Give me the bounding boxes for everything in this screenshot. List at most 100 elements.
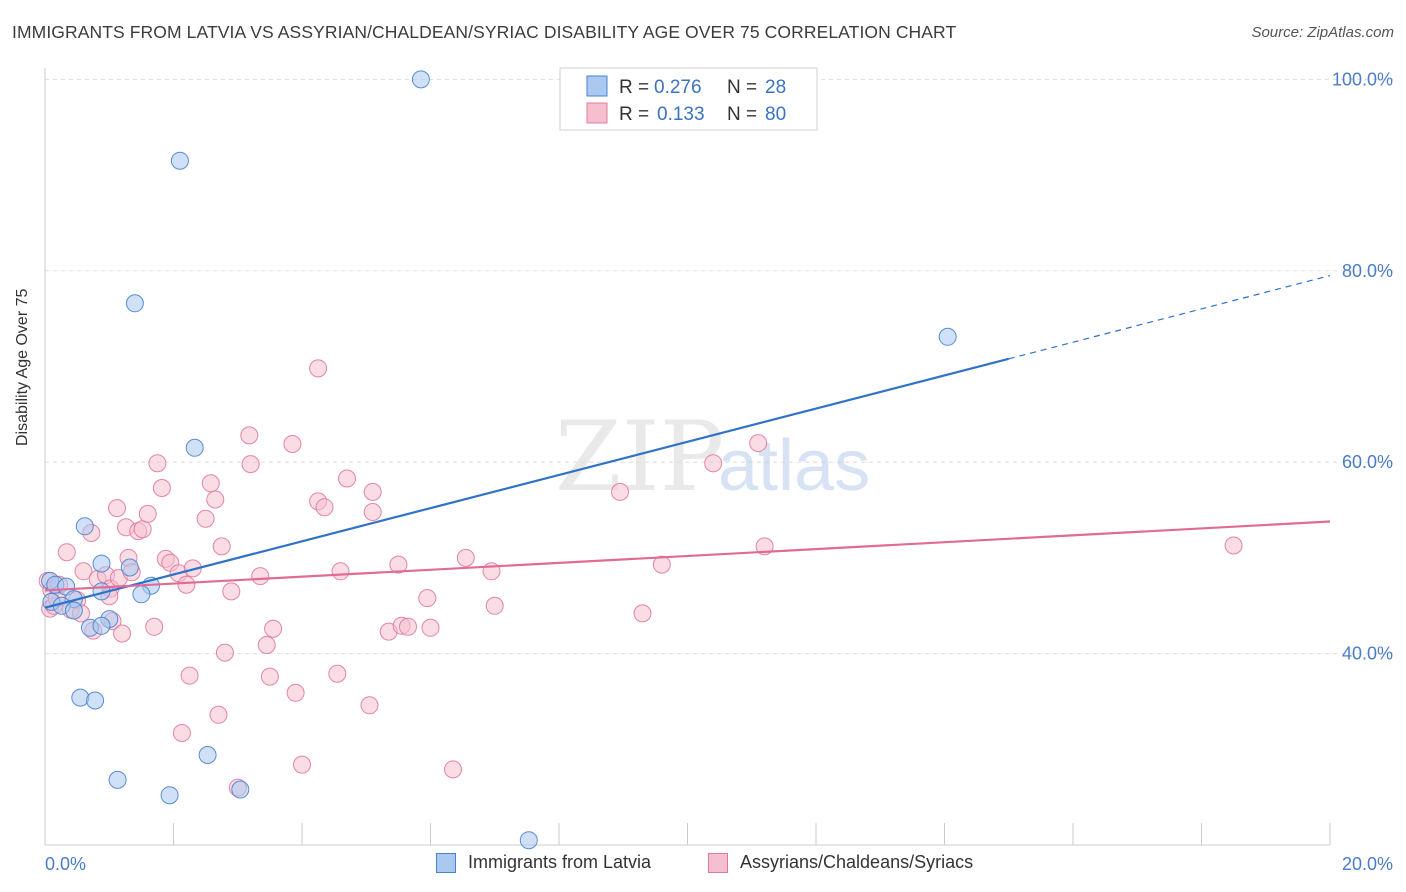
tick-labels: 40.0% 60.0% 80.0% 100.0% 0.0% 20.0% [45,69,1393,874]
blue-point [125,294,144,313]
blue-point [231,780,250,799]
blue-point [185,438,204,457]
axes [44,68,1331,846]
pink-point [286,683,305,702]
x-tick-label: 0.0% [45,854,86,874]
chart-title: IMMIGRANTS FROM LATVIA VS ASSYRIAN/CHALD… [12,22,957,42]
legend-swatch-pink [586,102,608,124]
blue-point [108,770,127,789]
legend-item-latvia: Immigrants from Latvia [436,852,651,873]
blue-point [120,558,139,577]
legend-r-value-blue: 0.276 [654,77,702,98]
pink-point [418,589,437,608]
blue-point [86,691,105,710]
pink-point [399,617,417,636]
legend-n-value-pink: 80 [765,104,786,125]
pink-point [108,499,126,518]
legend-r-label-blue: R = [619,77,649,98]
x-tick-label: 20.0% [1342,854,1393,874]
blue-point [75,517,94,536]
blue-point [938,327,957,346]
pink-point [331,562,350,581]
pink-point [172,724,191,742]
pink-point [363,503,382,521]
pink-point [257,636,276,654]
legend-r-value-pink: 0.133 [657,104,705,125]
legend-label-assyrian: Assyrians/Chaldeans/Syriacs [740,852,974,872]
blue-point [519,831,538,850]
blue-point [64,601,83,620]
pink-point [209,705,228,724]
pink-point [363,482,382,501]
watermark-zip: ZIP [555,401,724,513]
blue-point [71,688,90,707]
blue-trend-line [44,357,1010,609]
pink-point [389,555,408,574]
blue-point [198,746,217,764]
pink-point [633,604,652,623]
blue-series-points [41,70,957,850]
pink-point [57,543,76,562]
legend-n-label-pink: N = [727,104,757,125]
y-axis-label: Disability Age Over 75 [14,288,31,446]
pink-point [222,582,241,601]
pink-point [113,624,132,643]
y-tick-label: 80.0% [1342,261,1393,281]
pink-point [215,643,234,662]
blue-trend-extension [1008,275,1331,360]
pink-point [145,617,164,636]
pink-point [328,664,347,683]
pink-point [338,469,356,488]
source-label: Source: ZipAtlas.com [1251,24,1394,41]
y-tick-label: 60.0% [1342,452,1393,472]
pink-point [456,548,475,567]
blue-point [411,70,430,89]
legend-swatch-blue [586,75,608,97]
trend-lines [44,275,1331,609]
pink-trend-line [44,520,1331,592]
pink-point [177,575,196,594]
watermark: ZIP atlas [555,401,870,513]
pink-point [260,667,279,686]
pink-point [152,479,171,497]
legend-r-label-pink: R = [619,104,649,125]
blue-point [160,786,179,805]
pink-point [201,474,220,493]
pink-point [138,504,157,523]
pink-point [251,567,270,586]
pink-point [485,596,504,615]
legend-box: R = 0.276 N = 28 R = 0.133 N = 80 [559,67,818,131]
pink-point [652,555,671,574]
pink-point [704,454,723,473]
legend-swatch-assyrian [708,852,728,873]
pink-point [611,482,629,501]
blue-point [170,151,189,170]
pink-point [293,755,311,774]
blue-point [92,554,111,573]
pink-point [180,666,199,685]
pink-point [74,562,93,581]
pink-point [444,760,462,779]
legend-label-latvia: Immigrants from Latvia [468,852,652,872]
pink-point [309,359,328,378]
gridlines [45,78,1395,655]
pink-point [133,520,152,539]
pink-point [196,509,215,528]
legend-n-label-blue: N = [727,77,757,98]
legend-item-assyrian: Assyrians/Chaldeans/Syriacs [708,852,973,873]
pink-point [212,537,231,556]
y-tick-label: 40.0% [1342,644,1393,664]
blue-point [132,585,151,604]
blue-point [92,616,111,635]
pink-series-points [38,359,1243,797]
bottom-legend: Immigrants from Latvia Assyrians/Chaldea… [0,852,1406,878]
watermark-atlas: atlas [718,426,870,506]
pink-point [206,490,225,509]
pink-point [360,696,379,715]
legend-swatch-latvia [436,852,456,873]
pink-point [749,434,768,453]
pink-point [240,426,259,445]
pink-point [241,455,260,474]
pink-point [283,435,302,453]
